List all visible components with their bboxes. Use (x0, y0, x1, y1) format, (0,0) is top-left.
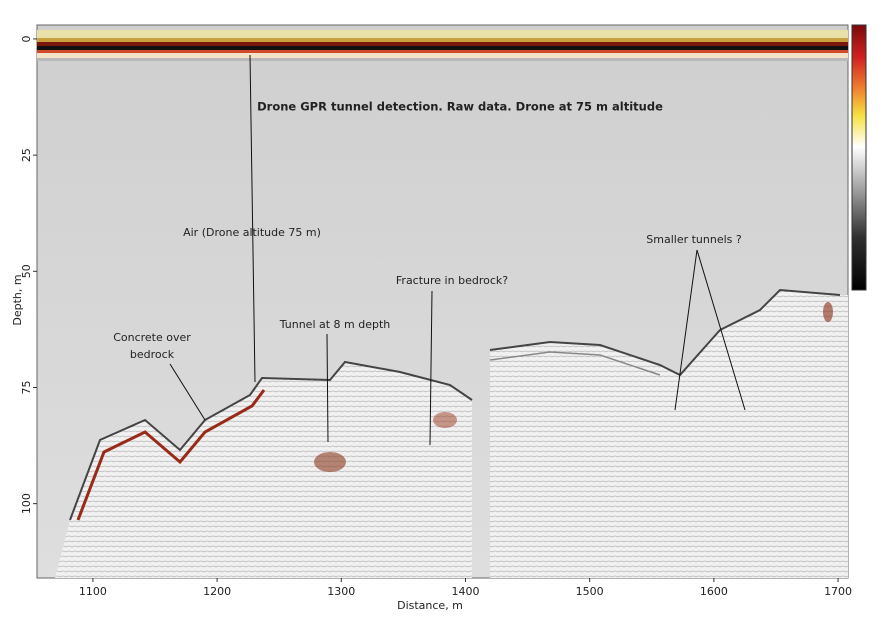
annotation: Tunnel at 8 m depth (279, 318, 391, 331)
y-tick-label: 100 (20, 493, 33, 514)
annotation: bedrock (130, 348, 175, 361)
y-tick-label: 50 (20, 264, 33, 278)
x-tick-label: 1700 (824, 585, 852, 598)
x-tick-label: 1300 (327, 585, 355, 598)
x-tick-label: 1100 (79, 585, 107, 598)
y-tick-label: 0 (20, 35, 33, 42)
annotation: Smaller tunnels ? (646, 233, 742, 246)
x-tick-label: 1500 (576, 585, 604, 598)
x-axis-label: Distance, m (397, 599, 463, 612)
x-tick-label: 1400 (451, 585, 479, 598)
subsurface (37, 288, 848, 578)
y-axis-label: Depth, m (11, 274, 24, 325)
x-tick-label: 1600 (700, 585, 728, 598)
chart-title: Drone GPR tunnel detection. Raw data. Dr… (257, 100, 663, 114)
y-tick-label: 25 (20, 148, 33, 162)
annotation: Fracture in bedrock? (396, 274, 508, 287)
annotation-arrows (169, 54, 746, 446)
annotation: Air (Drone altitude 75 m) (183, 226, 321, 239)
colorbar (851, 24, 867, 291)
surface-bands (37, 30, 848, 61)
annotation: Concrete over (113, 331, 191, 344)
y-tick-label: 75 (20, 380, 33, 394)
x-tick-label: 1200 (203, 585, 231, 598)
